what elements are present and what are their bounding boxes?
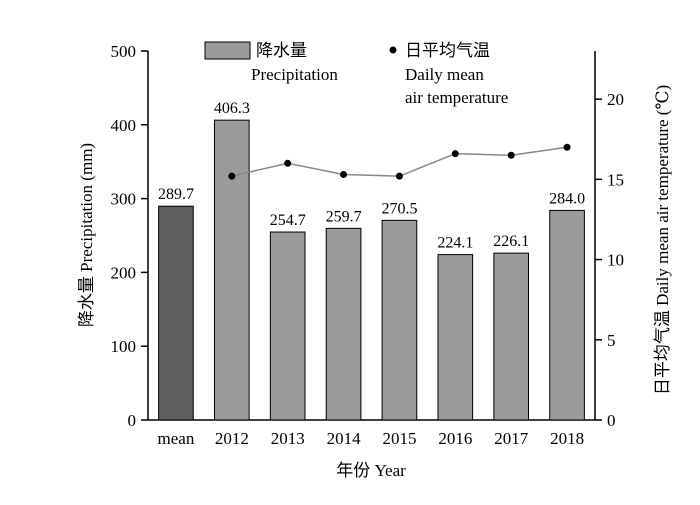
temperature-point-2012 [228,172,236,180]
bar-2014 [325,227,362,421]
bar-label-2012: 406.3 [214,100,250,117]
x-tick-label-2015: 2015 [382,429,416,448]
temperature-point-2016 [451,150,459,158]
bar-value-labels: 289.7 406.3 254.7 259.7 270.5 224.1 226.1 284.0 [158,100,585,251]
bar-2013 [269,231,306,421]
legend-line-label-2: Daily mean [405,65,484,84]
bar-2016 [437,254,474,421]
temperature-series [228,143,571,180]
temperature-point-2017 [507,151,515,159]
legend-bar-label-1: 降水量 [256,41,307,60]
temperature-point-2018 [563,143,571,151]
x-tick-label-2016: 2016 [438,429,472,448]
right-tick-label: 15 [607,170,624,189]
bar-label-2013: 254.7 [270,212,306,229]
legend-bar-swatch [204,41,251,60]
x-tick-label-mean: mean [158,429,195,448]
bar-mean [158,205,194,421]
bar-2012 [213,119,250,421]
bar-label-mean: 289.7 [158,186,194,203]
bar-2017 [493,252,530,421]
legend-line-label-3: air temperature [405,88,508,107]
x-tick-label-2013: 2013 [271,429,305,448]
temperature-point-2013 [284,159,292,167]
left-tick-label: 500 [111,42,137,61]
legend-line-label-1: 日平均气温 [405,41,490,60]
right-tick-label: 0 [607,411,616,430]
right-tick-label: 5 [607,331,616,350]
right-tick-label: 10 [607,251,624,270]
x-tick-label-2018: 2018 [550,429,584,448]
left-tick-label: 300 [111,190,137,209]
x-tick-labels: mean 2012 2013 2014 2015 2016 2017 2018 [158,429,585,448]
bar-2015 [381,219,418,421]
bar-label-2017: 226.1 [493,233,529,250]
left-tick-label: 100 [111,337,137,356]
precipitation-bars [158,119,585,421]
legend-line-marker [389,46,397,54]
bar-label-2015: 270.5 [381,200,417,217]
temperature-point-2015 [395,172,403,180]
x-tick-label-2012: 2012 [215,429,249,448]
temperature-point-2014 [340,171,348,179]
left-y-axis-title: 降水量 Precipitation (mm) [77,143,96,327]
right-tick-label: 20 [607,90,624,109]
bar-label-2016: 224.1 [437,235,473,252]
x-tick-label-2014: 2014 [327,429,362,448]
temperature-line [231,146,568,177]
left-tick-label: 200 [111,263,137,282]
bar-label-2014: 259.7 [326,208,362,225]
x-tick-label-2017: 2017 [494,429,529,448]
legend: 降水量 Precipitation 日平均气温 Daily mean air t… [204,41,508,107]
left-y-ticks: 0 100 200 300 400 500 [111,42,148,430]
left-tick-label: 400 [111,116,137,135]
x-axis-title: 年份 Year [336,461,406,480]
right-y-ticks: 0 5 10 15 20 [595,90,624,430]
bar-2018 [549,209,585,421]
right-y-axis-title: 日平均气温 Daily mean air temperature (℃) [653,85,672,395]
bar-label-2018: 284.0 [549,190,585,207]
left-tick-label: 0 [128,411,137,430]
legend-bar-label-2: Precipitation [251,65,338,84]
